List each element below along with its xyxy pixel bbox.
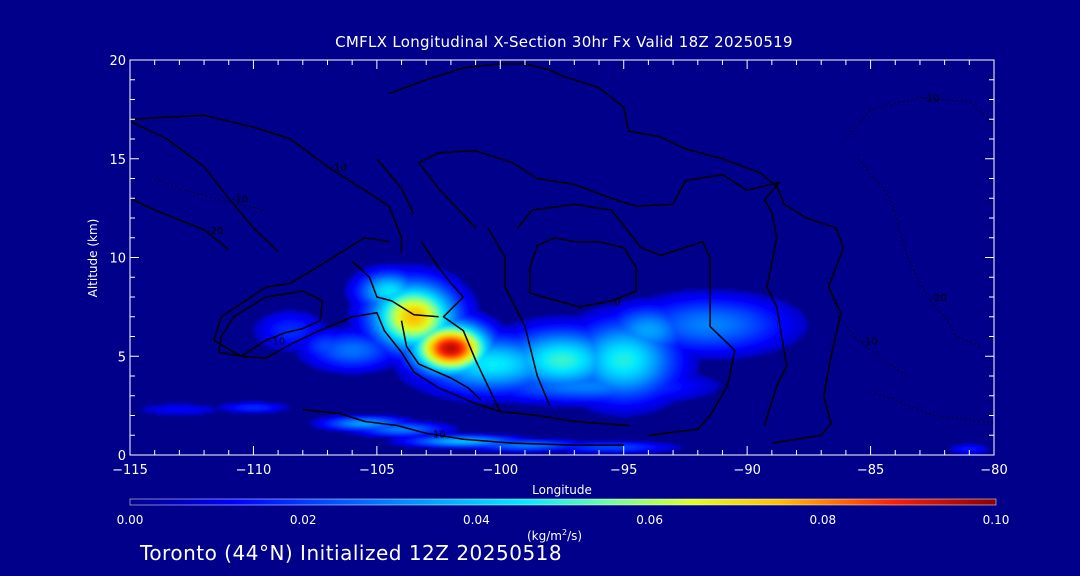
y-tick-label: 20 xyxy=(109,54,126,69)
contour-label: -10 xyxy=(923,94,939,105)
contour-line-7 xyxy=(517,203,736,437)
contour-line-10 xyxy=(420,241,501,412)
x-tick-label: −105 xyxy=(359,463,395,478)
contour-label: -10 xyxy=(269,336,285,347)
contour-line-3 xyxy=(376,158,415,215)
contour-label: -10 xyxy=(330,163,346,174)
colorbar xyxy=(129,498,997,506)
colorbar-tick-label: 0.00 xyxy=(117,513,144,527)
x-tick-label: −90 xyxy=(733,463,760,478)
contour-label: 0 xyxy=(614,297,620,308)
contour-label: -20 xyxy=(930,293,946,304)
contour-line-9 xyxy=(487,227,551,406)
contour-line-6 xyxy=(418,150,788,426)
dotted-contour-line-2 xyxy=(825,277,908,377)
x-tick-label: −110 xyxy=(236,463,272,478)
contour-line-5 xyxy=(388,63,845,444)
colorbar-tick-label: 0.10 xyxy=(983,513,1010,527)
axes: −115 −110 −105 −100 −95 −90 −85 −80 0 5 10 15 20 xyxy=(109,54,1007,478)
colorbar-units: (kg/m2/s) xyxy=(527,528,583,543)
x-axis-label: Longitude xyxy=(532,483,592,497)
colorbar-tick-label: 0.04 xyxy=(463,513,490,527)
dotted-contour-line-0 xyxy=(845,97,994,140)
contour-line-11 xyxy=(400,320,482,401)
flux-heatmap xyxy=(130,60,994,455)
y-tick-label: 0 xyxy=(118,449,126,464)
x-tick-label: −115 xyxy=(112,463,148,478)
colorbar-tick-label: 0.08 xyxy=(809,513,836,527)
chart-title: CMFLX Longitudinal X-Section 30hr Fx Val… xyxy=(335,33,793,51)
contour-line-12 xyxy=(351,260,439,318)
contour-line-2 xyxy=(130,197,230,251)
contour-label: -10 xyxy=(861,336,877,347)
contour-label: -20 xyxy=(207,226,223,237)
contour-line-0 xyxy=(130,114,403,254)
y-tick-label: 10 xyxy=(109,252,126,267)
contour-label: -10 xyxy=(232,194,248,205)
x-tick-label: −100 xyxy=(482,463,518,478)
contour-line-8 xyxy=(529,236,637,308)
colorbar-tick-label: 0.02 xyxy=(290,513,317,527)
temperature-contours: -10 -10 -20 -10 0 -10 -10 -20 -10 xyxy=(130,63,994,446)
dotted-contour-line-1 xyxy=(857,158,982,347)
footer-text: Toronto (44°N) Initialized 12Z 20250518 xyxy=(140,541,563,565)
colorbar-ticks: 0.00 0.02 0.04 0.06 0.08 0.10 xyxy=(117,513,1010,527)
contour-line-13 xyxy=(213,236,629,427)
contour-line-4 xyxy=(218,290,324,358)
x-tick-label: −95 xyxy=(610,463,637,478)
colorbar-tick-label: 0.06 xyxy=(636,513,663,527)
x-tick-label: −85 xyxy=(857,463,884,478)
contour-label: -10 xyxy=(429,429,445,440)
contour-line-1 xyxy=(130,120,279,253)
y-tick-label: 5 xyxy=(118,350,126,365)
y-tick-label: 15 xyxy=(109,153,126,168)
contour-line-14 xyxy=(302,408,624,446)
x-tick-label: −80 xyxy=(980,463,1007,478)
